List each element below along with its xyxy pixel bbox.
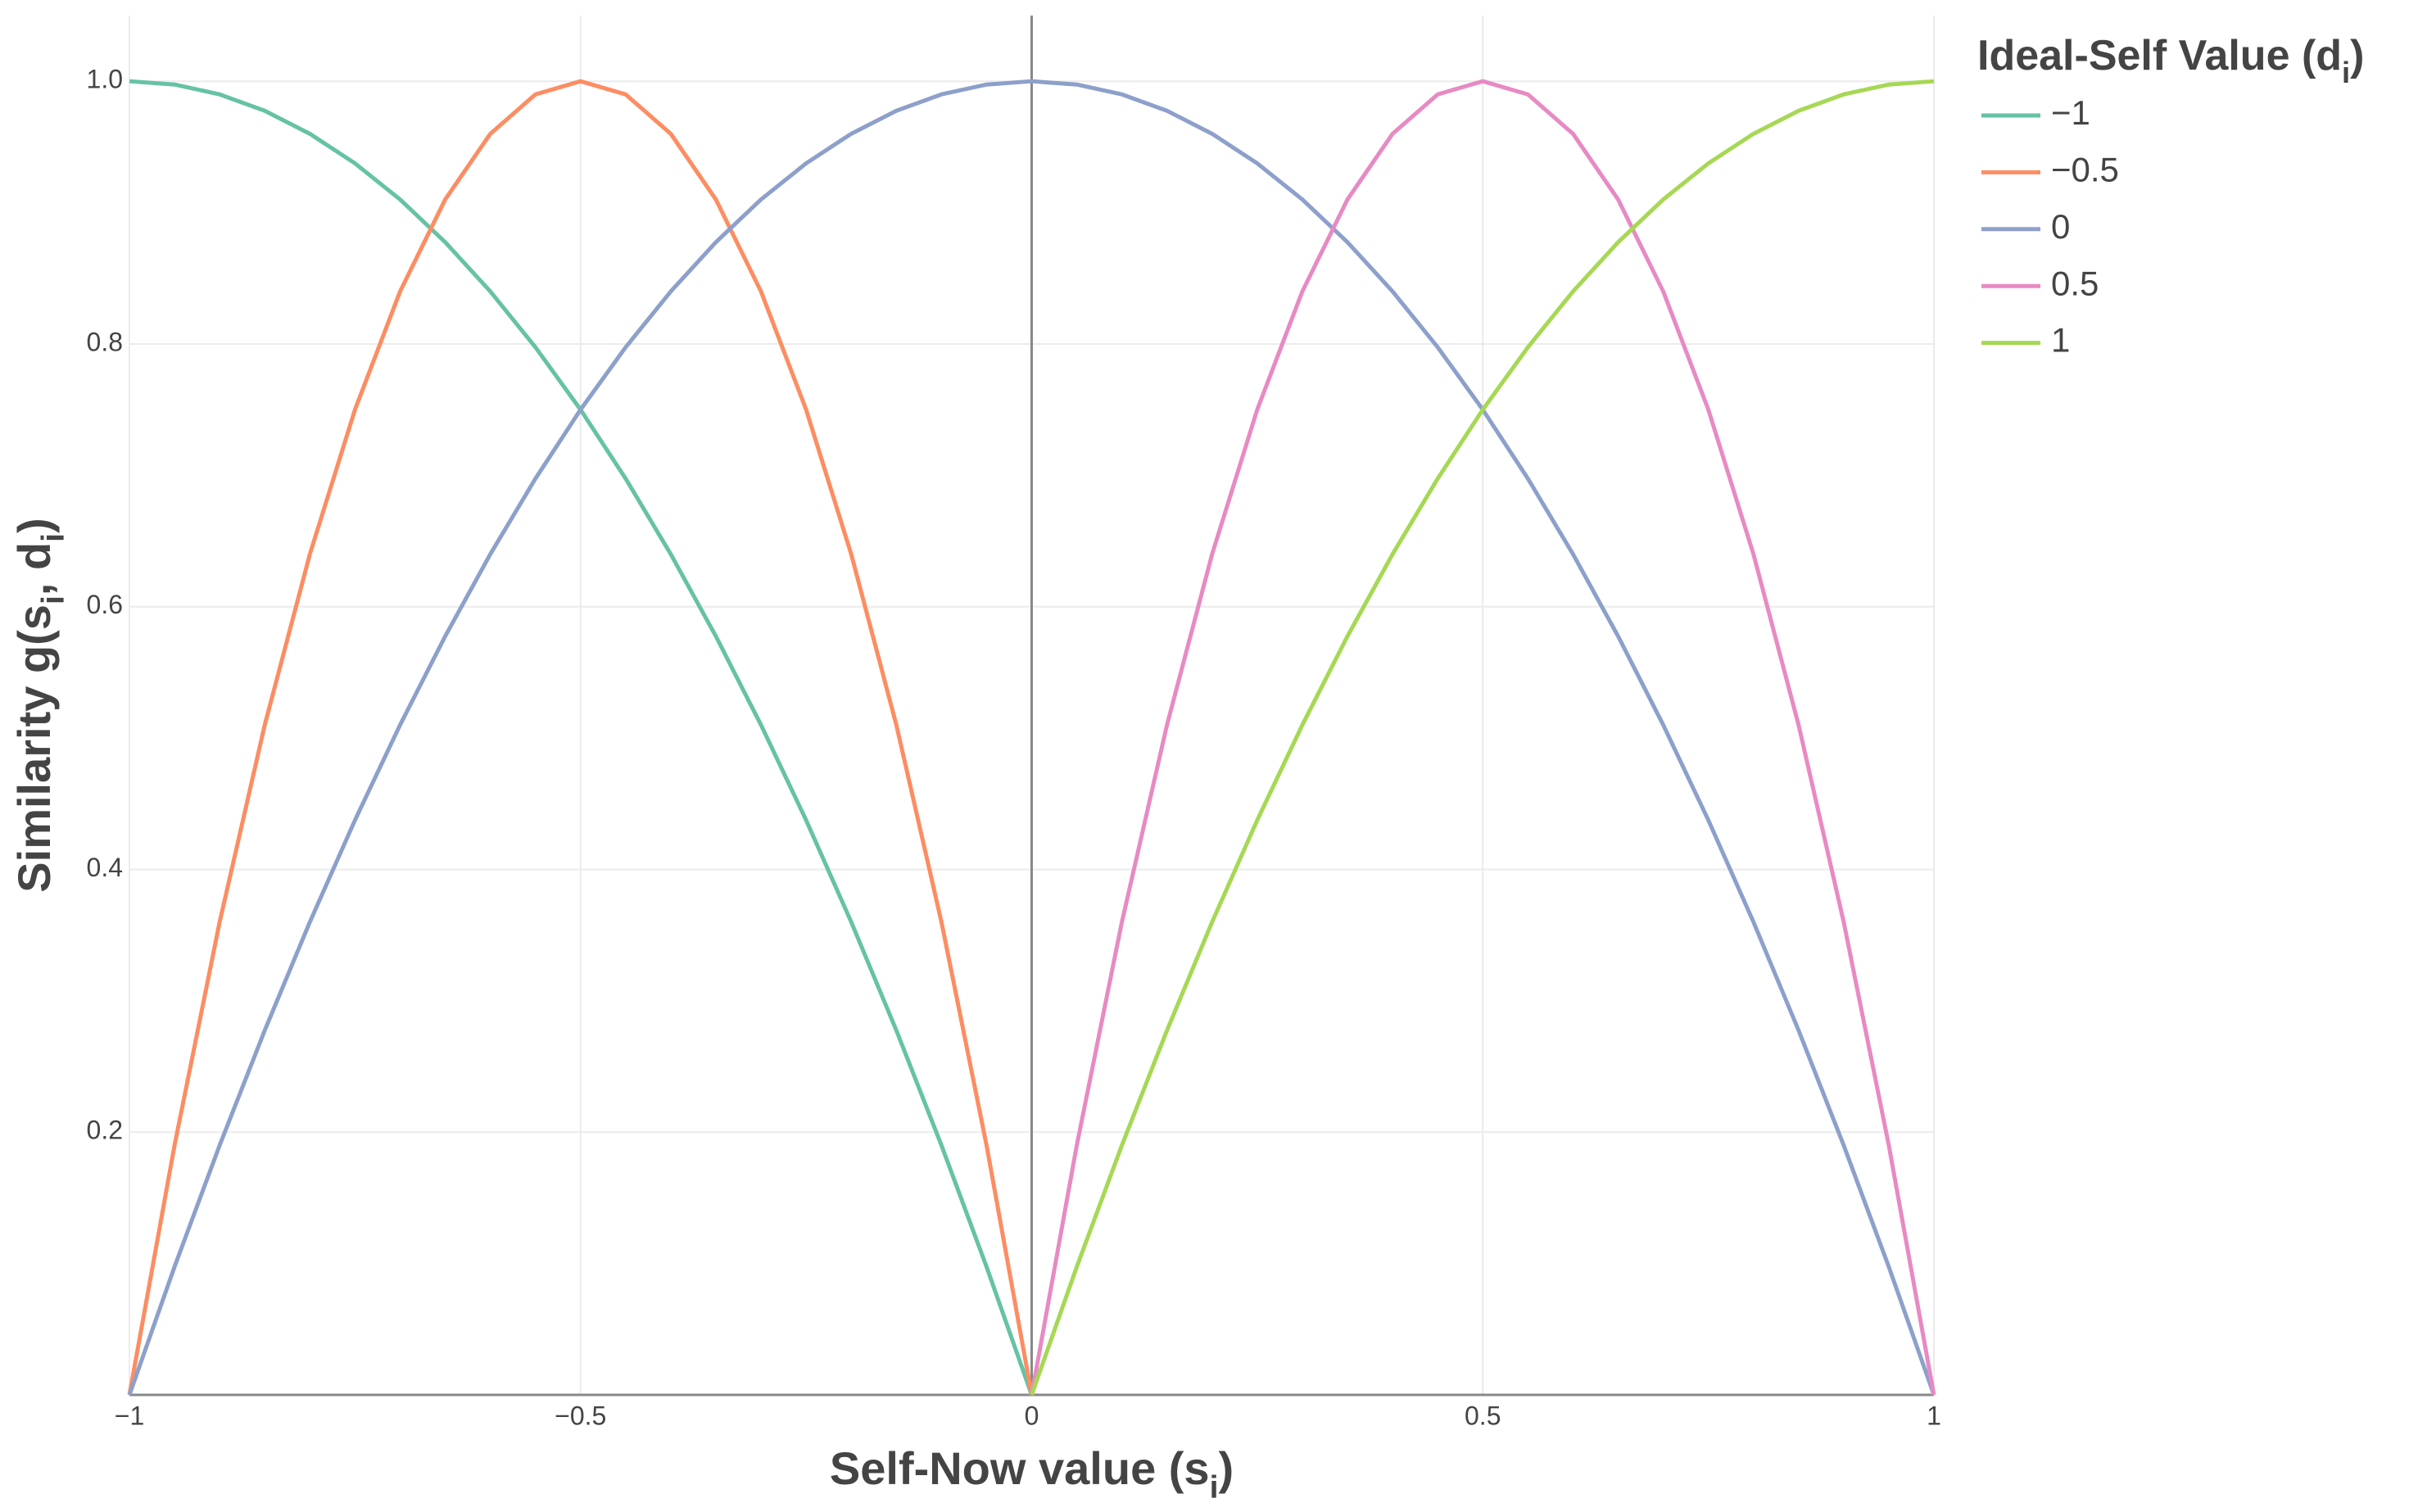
y-tick-label: 0.2 xyxy=(87,1116,123,1145)
series-line xyxy=(1030,79,1935,1396)
series-line xyxy=(127,79,1034,1396)
x-axis-title-part: ) xyxy=(1218,1442,1234,1494)
x-axis-title-part: Self-Now value (s xyxy=(830,1442,1210,1494)
x-tick-label: −0.5 xyxy=(555,1401,606,1430)
legend-label: −1 xyxy=(2051,93,2090,132)
y-axis-title-part: Similarity g(s xyxy=(8,604,60,893)
x-tick-label: −1 xyxy=(115,1401,144,1430)
y-axis-title: Similarity g(si, di) xyxy=(8,518,71,892)
series-line xyxy=(127,79,1936,1396)
legend-label: 0.5 xyxy=(2051,264,2099,302)
legend-label: −0.5 xyxy=(2051,150,2119,188)
y-tick-label: 0.4 xyxy=(87,853,123,882)
legend-title: Ideal-Self Value (di) xyxy=(1977,32,2364,89)
y-axis-title-part: i xyxy=(36,595,71,604)
legend-title-part: ) xyxy=(2350,32,2364,79)
x-axis-title: Self-Now value (si) xyxy=(830,1442,1234,1505)
legend-label: 1 xyxy=(2051,321,2070,360)
y-axis-title-part: i xyxy=(36,533,71,542)
y-axis-title-part: ) xyxy=(8,518,60,533)
y-tick-label: 0.8 xyxy=(87,327,123,356)
x-tick-label: 0 xyxy=(1025,1401,1039,1430)
legend-title-part: Ideal-Self Value (d xyxy=(1977,32,2342,79)
legend-title-part: i xyxy=(2342,56,2350,89)
x-axis-title-part: i xyxy=(1210,1470,1219,1505)
y-axis-title-part: , d xyxy=(8,542,60,595)
y-tick-label: 1.0 xyxy=(87,65,123,94)
x-tick-label: 1 xyxy=(1927,1401,1941,1430)
series-line xyxy=(1030,79,1936,1396)
y-tick-label: 0.6 xyxy=(87,590,123,619)
legend-label: 0 xyxy=(2051,207,2070,246)
x-tick-label: 0.5 xyxy=(1465,1401,1501,1430)
